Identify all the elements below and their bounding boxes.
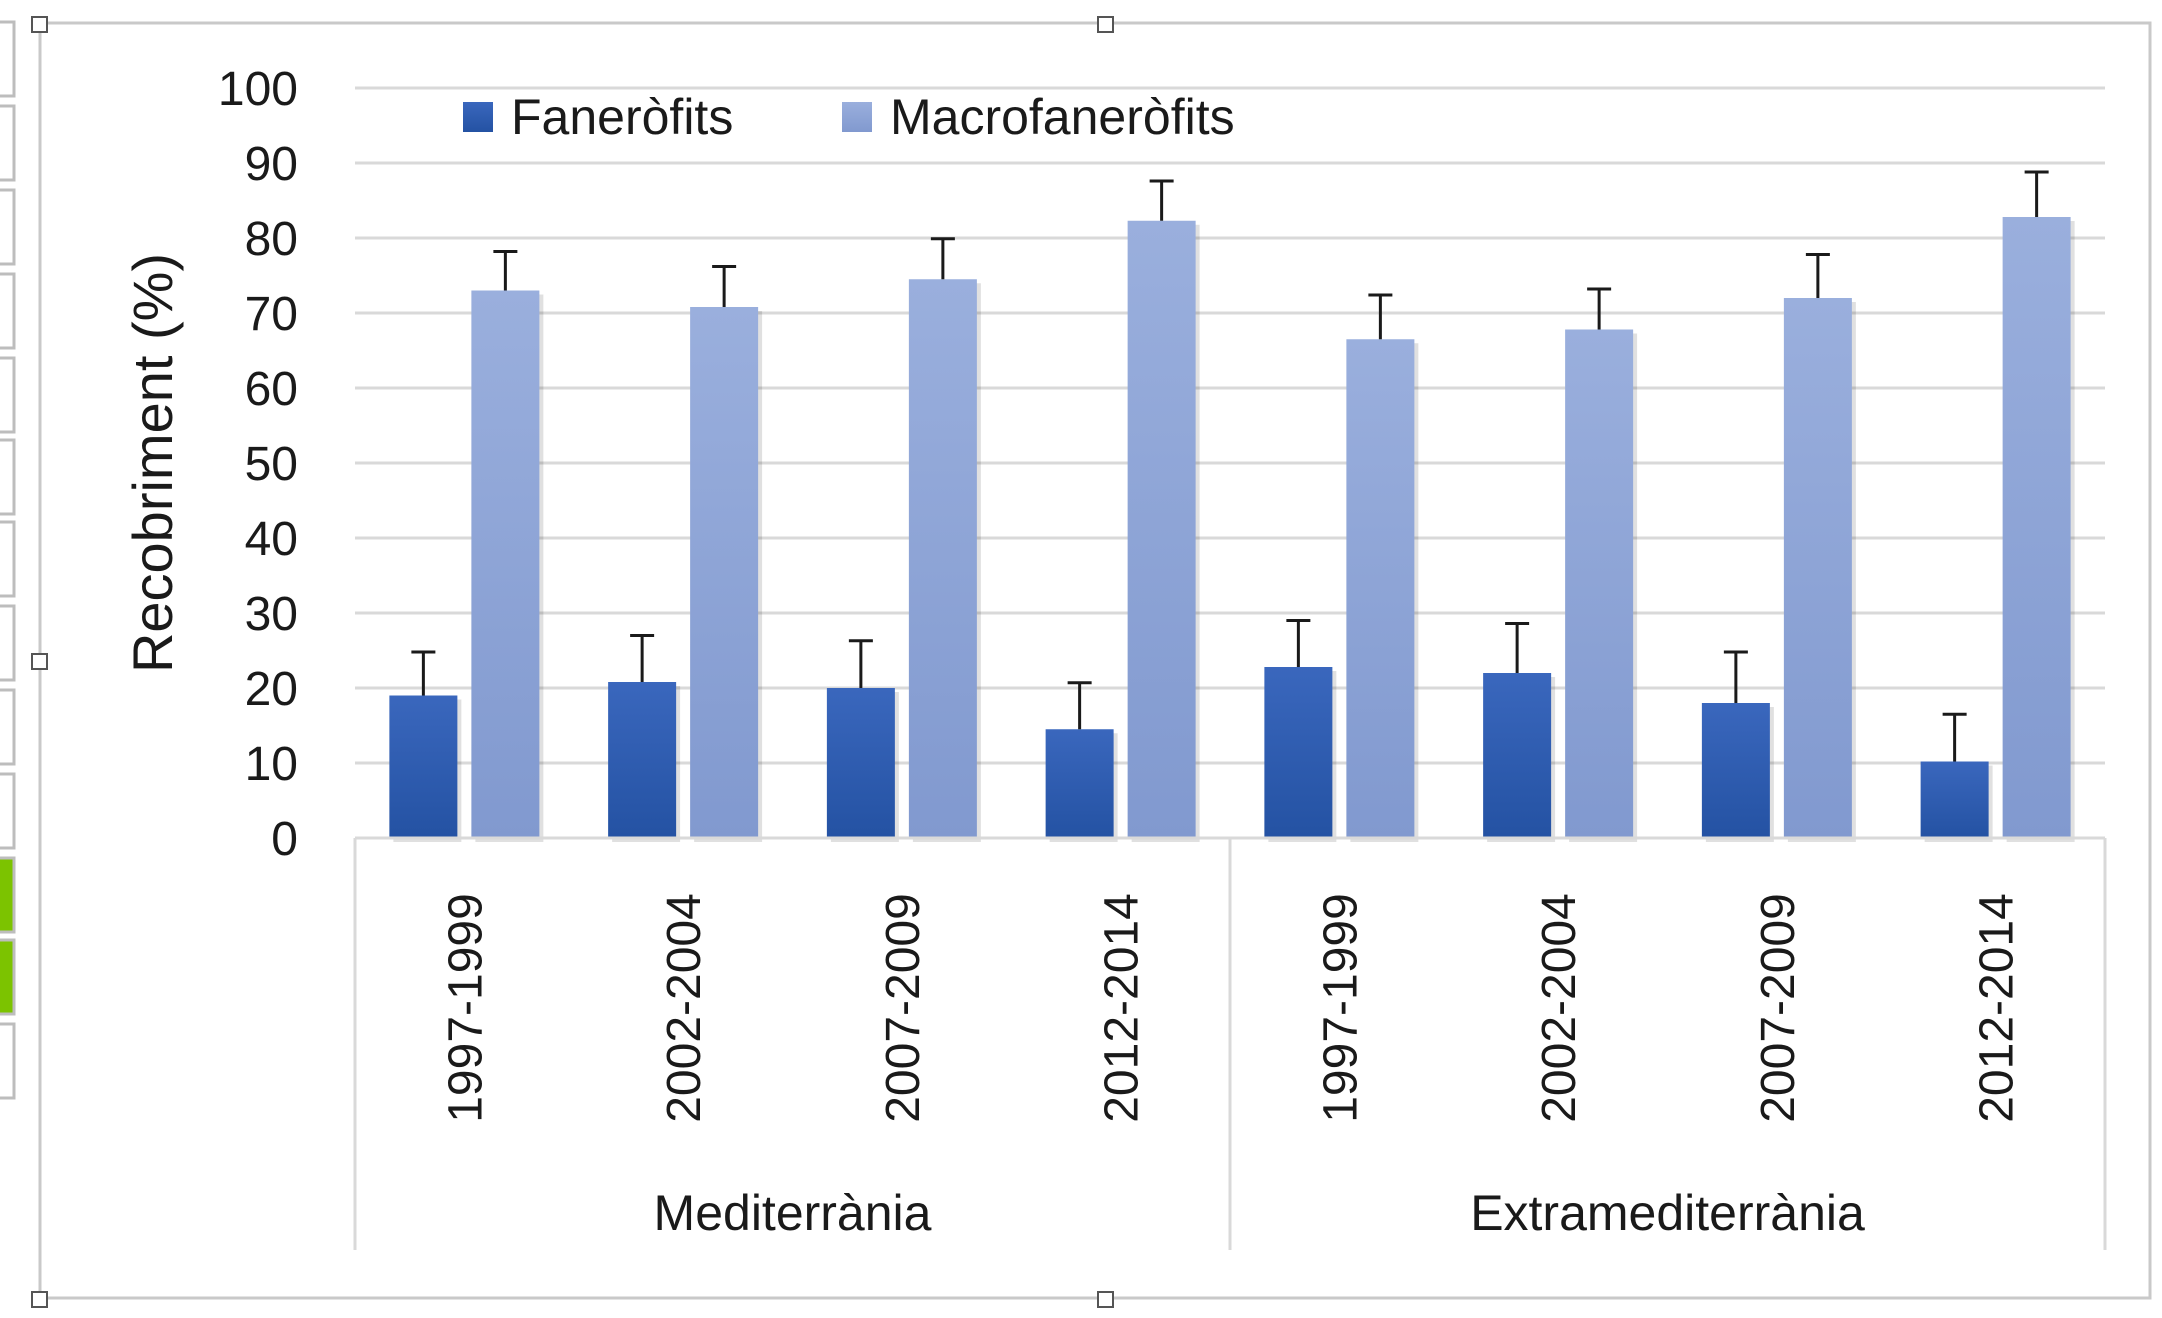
spreadsheet-cell [0, 772, 16, 850]
error-bars [411, 170, 2049, 762]
y-tick-label: 60 [245, 363, 298, 416]
spreadsheet-cell [0, 438, 16, 516]
x-tick-label: 1997-1999 [1314, 893, 1367, 1123]
spreadsheet-cell [0, 604, 16, 682]
legend-swatch [842, 102, 872, 132]
y-tick-label: 50 [245, 438, 298, 491]
bars [389, 217, 2075, 842]
legend-label: Macrofaneròfits [890, 89, 1235, 145]
bar-Macrofaneròfits [908, 279, 977, 838]
x-group-label: Mediterrània [654, 1185, 932, 1241]
y-tick-label: 80 [245, 213, 298, 266]
bar-Macrofaneròfits [1127, 220, 1196, 838]
spreadsheet-cell [0, 938, 16, 1016]
bar-Faneròfits [1045, 729, 1114, 838]
y-tick-label: 0 [271, 813, 298, 866]
y-tick-label: 10 [245, 738, 298, 791]
bar-Macrofaneròfits [690, 307, 759, 838]
bar-Macrofaneròfits [2002, 217, 2071, 838]
bar-Faneròfits [1920, 761, 1989, 838]
y-tick-label: 20 [245, 663, 298, 716]
bar-Macrofaneròfits [1346, 339, 1415, 838]
y-tick-label: 40 [245, 513, 298, 566]
y-tick-label: 100 [218, 63, 298, 116]
x-tick-label: 2002-2004 [1533, 893, 1586, 1123]
x-axis: 1997-1999 2002-2004 2007-2009 2012-2014 Medi… [353, 836, 2107, 1250]
spreadsheet-cell [0, 856, 16, 934]
y-axis-ticks: 0 10 20 30 40 50 60 70 80 90 100 [218, 63, 298, 866]
x-tick-label: 2012-2014 [1971, 893, 2024, 1123]
bar-Faneròfits [608, 682, 677, 838]
spreadsheet-cell-strip [0, 20, 16, 1100]
y-axis-label: Recobriment (%) [121, 253, 184, 673]
legend-swatch [463, 102, 493, 132]
resize-handle-top-left[interactable] [31, 16, 48, 33]
x-tick-label: 2007-2009 [1752, 893, 1805, 1123]
resize-handle-middle-left[interactable] [31, 653, 48, 670]
bar-Faneròfits [1701, 703, 1770, 838]
x-tick-label: 2002-2004 [658, 893, 711, 1123]
legend: Faneròfits Macrofaneròfits [463, 89, 1235, 145]
bar-Macrofaneròfits [471, 290, 540, 838]
spreadsheet-cell [0, 520, 16, 598]
y-tick-label: 30 [245, 588, 298, 641]
bar-Faneròfits [389, 695, 458, 838]
resize-handle-bottom-left[interactable] [31, 1291, 48, 1308]
spreadsheet-cell [0, 356, 16, 434]
spreadsheet-cell [0, 188, 16, 266]
spreadsheet-cell [0, 20, 16, 98]
x-tick-label: 2007-2009 [877, 893, 930, 1123]
x-group-label: Extramediterrània [1470, 1185, 1865, 1241]
resize-handle-top-center[interactable] [1097, 16, 1114, 33]
x-tick-label: 2012-2014 [1096, 893, 1149, 1123]
bar-Faneròfits [826, 688, 895, 838]
bar-Macrofaneròfits [1565, 329, 1634, 838]
resize-handle-bottom-center[interactable] [1097, 1291, 1114, 1308]
chart-selection-frame[interactable] [31, 16, 2152, 1308]
spreadsheet-cell [0, 688, 16, 766]
legend-label: Faneròfits [511, 89, 733, 145]
x-tick-label: 1997-1999 [439, 893, 492, 1123]
bar-Faneròfits [1264, 667, 1333, 838]
bar-Faneròfits [1483, 673, 1552, 838]
bar-Macrofaneròfits [1783, 298, 1852, 838]
y-tick-label: 90 [245, 138, 298, 191]
spreadsheet-cell [0, 1022, 16, 1100]
spreadsheet-cell [0, 104, 16, 182]
spreadsheet-cell [0, 272, 16, 350]
y-tick-label: 70 [245, 288, 298, 341]
